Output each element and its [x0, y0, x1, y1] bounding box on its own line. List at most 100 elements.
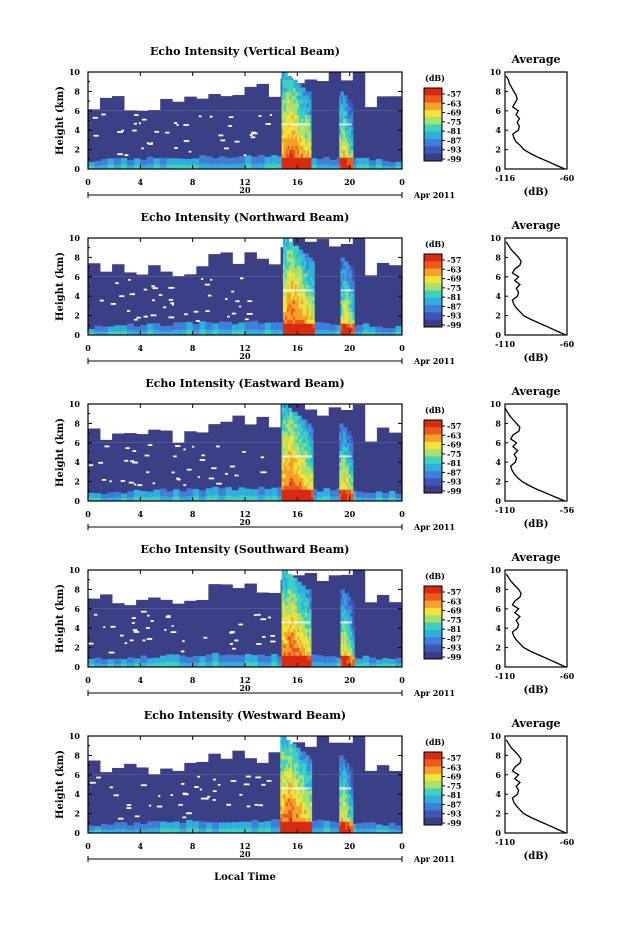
heatmap-cell: [290, 794, 293, 799]
heatmap-cell: [308, 300, 311, 305]
heatmap-cell: [285, 106, 288, 112]
heatmap-cell: [341, 149, 344, 154]
heatmap-cell: [346, 647, 349, 652]
heatmap-cell: [291, 145, 294, 150]
heatmap-cell: [312, 276, 315, 282]
heatmap-cell: [352, 632, 355, 637]
heatmap-cell: [288, 245, 292, 251]
heatmap-cell: [309, 659, 312, 664]
heatmap-cell: [184, 762, 197, 775]
x-tick-label: 4: [138, 509, 144, 519]
heatmap-cell: [280, 736, 283, 741]
heatmap-cell: [301, 632, 304, 637]
heatmap-cell: [285, 145, 288, 150]
heatmap-cell: [295, 79, 298, 85]
heatmap-cell: [205, 488, 213, 501]
heatmap-cell: [341, 794, 344, 799]
heatmap-cell: [293, 114, 296, 119]
heatmap-cell: [298, 319, 302, 324]
heatmap-gap: [126, 807, 132, 809]
heatmap-cell: [88, 161, 95, 169]
heatmap-cell: [305, 103, 308, 108]
heatmap-cell: [297, 817, 301, 822]
x-tick-label: 0: [399, 343, 405, 353]
heatmap-cell: [284, 300, 288, 305]
heatmap-cell: [311, 493, 314, 498]
heatmap-cell: [100, 97, 113, 111]
heatmap-cell: [311, 477, 314, 482]
heatmap-cell: [310, 654, 317, 667]
heatmap-cell: [345, 466, 348, 471]
heatmap-cell: [299, 419, 302, 424]
heatmap-cell: [301, 770, 305, 776]
heatmap-cell: [114, 828, 121, 833]
heatmap-cell: [349, 481, 352, 486]
heatmap-cell: [101, 823, 108, 833]
heatmap-gap: [128, 481, 134, 484]
heatmap-cell: [350, 438, 354, 444]
average-frame: [504, 71, 568, 170]
heatmap-cell: [307, 95, 310, 100]
heatmap-cell: [362, 330, 370, 335]
heatmap-cell: [301, 427, 304, 432]
heatmap-cell: [281, 466, 284, 471]
heatmap-cell: [307, 466, 310, 471]
heatmap-cell: [307, 778, 311, 783]
heatmap-cell: [283, 628, 286, 633]
heatmap-cell: [305, 450, 308, 455]
heatmap-cell: [347, 774, 350, 780]
heatmap-cell: [382, 165, 389, 169]
heatmap-cell: [312, 284, 315, 289]
heatmap-cell: [340, 323, 343, 328]
heatmap-cell: [350, 145, 354, 150]
heatmap-cell: [348, 635, 351, 641]
heatmap-cell: [289, 639, 292, 645]
heatmap-cell: [340, 604, 343, 610]
heatmap-cell: [310, 296, 313, 301]
heatmap-gap: [170, 302, 175, 305]
heatmap-cell: [88, 829, 95, 833]
heatmap-cell: [349, 431, 352, 436]
heatmap-cell: [288, 751, 291, 756]
heatmap-gap: [168, 286, 175, 289]
heatmap-cell: [290, 253, 294, 258]
heatmap-cell: [218, 828, 226, 833]
heatmap-cell: [295, 593, 298, 598]
heatmap-cell: [344, 280, 347, 285]
heatmap-cell: [299, 423, 302, 428]
heatmap-cell: [345, 794, 348, 799]
heatmap-cell: [192, 158, 200, 169]
heatmap-cell: [293, 99, 296, 104]
heatmap-cell: [348, 327, 351, 332]
heatmap-cell: [316, 819, 324, 833]
heatmap-cell: [341, 157, 344, 162]
heatmap-cell: [295, 577, 298, 583]
heatmap-cell: [350, 817, 354, 822]
heatmap-cell: [310, 284, 313, 289]
heatmap-cell: [343, 493, 346, 498]
heatmap-cell: [293, 442, 296, 448]
heatmap-cell: [346, 628, 349, 633]
heatmap-cell: [284, 303, 288, 309]
heatmap-gap: [171, 625, 174, 627]
heatmap-cell: [280, 813, 283, 818]
heatmap-cell: [395, 657, 402, 667]
heatmap-cell: [140, 823, 147, 833]
heatmap-cell: [299, 616, 302, 621]
heatmap-cell: [305, 809, 309, 814]
heatmap-cell: [292, 257, 296, 262]
heatmap-cell: [303, 118, 306, 123]
heatmap-cell: [101, 159, 108, 169]
colorbar-tick-label: -81: [447, 624, 461, 634]
heatmap-gap: [148, 804, 152, 807]
heatmap-cell: [186, 321, 193, 335]
heatmap-cell: [305, 161, 308, 166]
heatmap-cell: [288, 319, 292, 324]
day-label: 20: [239, 517, 251, 527]
colorbar-unit: (dB): [425, 73, 445, 83]
heatmap-cell: [283, 585, 286, 590]
heatmap-cell: [281, 635, 284, 641]
heatmap-cell: [299, 99, 302, 104]
heatmap-cell: [172, 770, 185, 775]
heatmap-cell: [309, 817, 313, 822]
